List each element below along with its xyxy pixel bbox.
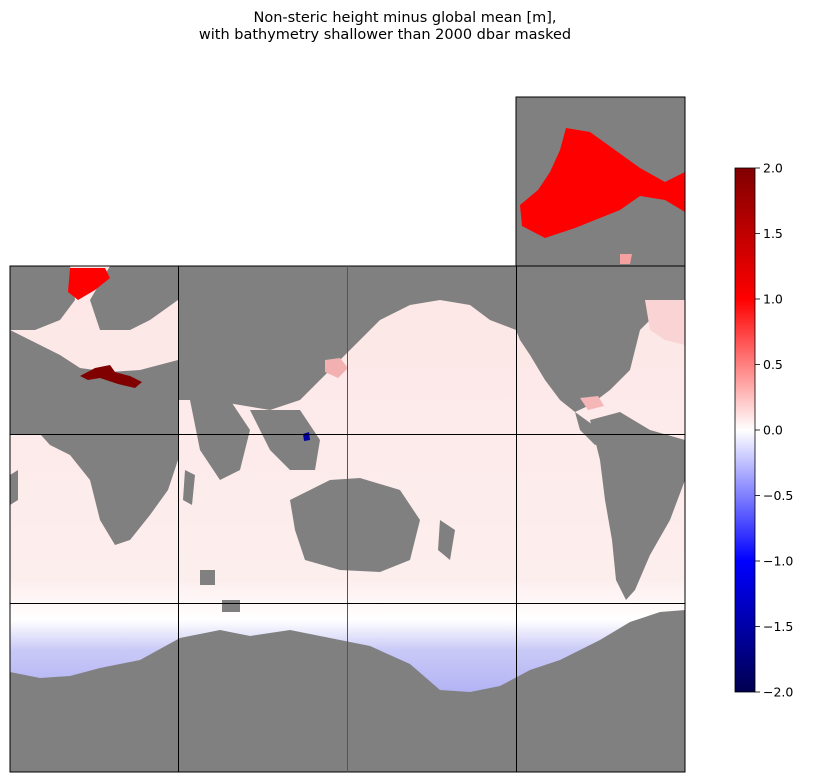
chart-subtitle: with bathymetry shallower than 2000 dbar… <box>199 27 571 43</box>
colorbar-tick-label: 0.5 <box>763 357 783 372</box>
mediterranean-sea <box>80 365 142 388</box>
colorbar-tick-label: −1.0 <box>763 554 793 569</box>
arctic-basin <box>520 128 685 238</box>
southeast-asia <box>250 410 320 470</box>
colorbar-tick-label: 1.0 <box>763 292 783 307</box>
australia <box>290 478 420 572</box>
small-islands-south <box>222 600 240 612</box>
bering-fringe <box>645 300 685 345</box>
north-america-east <box>10 266 75 330</box>
india <box>190 400 250 480</box>
europe-africa-bridge <box>10 330 178 434</box>
tile-grid <box>9 96 686 773</box>
gulf-mexico <box>580 396 604 410</box>
colorbar-tick-label: 1.5 <box>763 226 783 241</box>
north-america-west <box>516 266 685 412</box>
okhotsk-sea <box>325 358 348 378</box>
chart-title: Non-steric height minus global mean [m], <box>253 10 556 26</box>
central-america <box>575 412 610 445</box>
africa <box>40 434 178 545</box>
colorbar-tick-label: 0.0 <box>763 423 783 438</box>
colorbar: 2.0 1.5 1.0 0.5 0.0 −0.5 −1.0 −1.5 −2.0 <box>734 161 793 700</box>
labrador-sea <box>68 268 110 300</box>
arctic-fringe <box>620 254 632 264</box>
colorbar-ticks: 2.0 1.5 1.0 0.5 0.0 −0.5 −1.0 −1.5 −2.0 <box>755 161 793 700</box>
colorbar-tick-label: −2.0 <box>763 685 793 700</box>
colorbar-gradient <box>734 167 756 693</box>
colorbar-tick-label: −0.5 <box>763 488 793 503</box>
new-zealand <box>438 520 455 560</box>
colorbar-tick-label: −1.5 <box>763 619 793 634</box>
madagascar <box>183 470 195 505</box>
eurasia-west <box>90 266 178 330</box>
kerguelen <box>200 570 215 585</box>
atlantic-south-america <box>10 470 18 505</box>
colorbar-tick-label: 2.0 <box>763 161 783 176</box>
south-america <box>590 412 685 600</box>
